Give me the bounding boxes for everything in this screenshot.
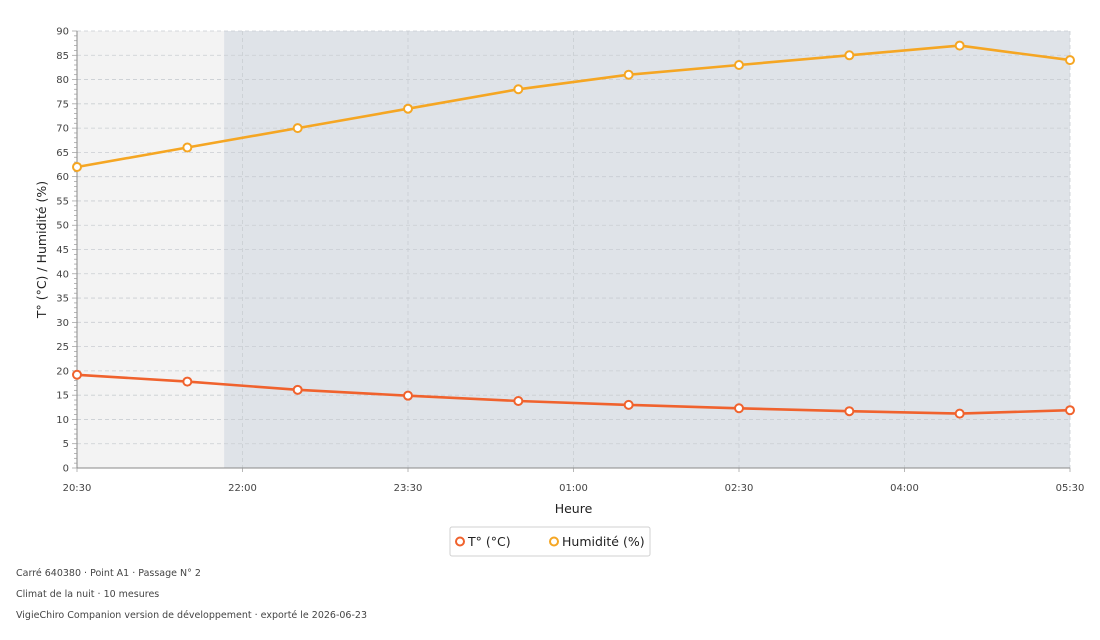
x-tick-label: 04:00 [890, 483, 919, 494]
data-point [182, 376, 193, 387]
x-tick-label: 02:30 [725, 483, 754, 494]
x-tick-label: 05:30 [1056, 483, 1085, 494]
x-axis-ticks: 20:30 22:00 23:30 01:00 02:30 04:00 05:30 [63, 468, 1085, 494]
x-tick-label: 22:00 [228, 483, 257, 494]
footer-export-info: VigieChiro Companion version de développ… [16, 610, 367, 621]
data-point [182, 142, 193, 153]
y-tick-label: 60 [56, 172, 69, 183]
y-tick-label: 80 [56, 75, 69, 86]
data-point [734, 59, 744, 70]
data-point [954, 408, 965, 419]
legend-label: Humidité (%) [562, 534, 645, 549]
y-tick-label: 40 [56, 269, 69, 280]
data-point [513, 395, 524, 406]
legend: T° (°C) Humidité (%) [449, 526, 651, 557]
data-point [623, 399, 634, 410]
y-tick-label: 75 [56, 99, 69, 110]
series-1 [72, 369, 1075, 419]
x-axis-label: Heure [555, 501, 593, 516]
data-point [72, 161, 82, 172]
y-axis-ticks: 0 5 10 15 20 25 30 35 40 45 50 55 60 65 70 75 80 85 90 [56, 27, 69, 475]
series-layer [72, 40, 1075, 419]
data-point [403, 103, 413, 114]
y-tick-label: 35 [56, 294, 69, 305]
footer-measure-info: Climat de la nuit · 10 mesures [16, 589, 160, 600]
y-tick-label: 25 [56, 342, 69, 353]
x-tick-label: 20:30 [63, 483, 92, 494]
series-line [76, 44, 1071, 169]
y-tick-label: 20 [56, 366, 69, 377]
y-tick-label: 65 [56, 148, 69, 159]
data-point [844, 406, 855, 417]
y-tick-label: 5 [63, 439, 69, 450]
data-point [292, 384, 303, 395]
series-2 [72, 40, 1075, 172]
data-point [1065, 55, 1075, 66]
legend-marker [455, 536, 465, 547]
data-point [72, 369, 82, 380]
series-line [76, 373, 1071, 415]
data-point [734, 403, 744, 414]
legend-label: T° (°C) [467, 534, 511, 549]
x-tick-label: 01:00 [559, 483, 588, 494]
y-tick-label: 90 [56, 27, 69, 38]
y-tick-label: 55 [56, 196, 69, 207]
y-tick-label: 15 [56, 391, 69, 402]
data-point [1065, 405, 1075, 416]
y-tick-label: 85 [56, 51, 69, 62]
legend-marker [549, 536, 559, 547]
data-point [844, 50, 855, 61]
y-tick-label: 10 [56, 415, 69, 426]
data-point [623, 69, 634, 80]
data-point [403, 390, 413, 401]
y-tick-label: 0 [63, 464, 69, 475]
data-point [954, 40, 965, 51]
x-tick-label: 23:30 [394, 483, 423, 494]
chart: 0 5 10 15 20 25 30 35 40 45 50 55 60 65 70 75 80 85 90 20:… [34, 27, 1085, 557]
y-axis-label: T° (°C) / Humidité (%) [34, 181, 49, 319]
y-tick-label: 30 [56, 318, 69, 329]
data-point [513, 84, 524, 95]
footer-site-info: Carré 640380 · Point A1 · Passage N° 2 [16, 568, 201, 579]
y-tick-label: 50 [56, 221, 69, 232]
data-point [292, 123, 303, 134]
y-tick-label: 70 [56, 124, 69, 135]
y-tick-label: 45 [56, 245, 69, 256]
